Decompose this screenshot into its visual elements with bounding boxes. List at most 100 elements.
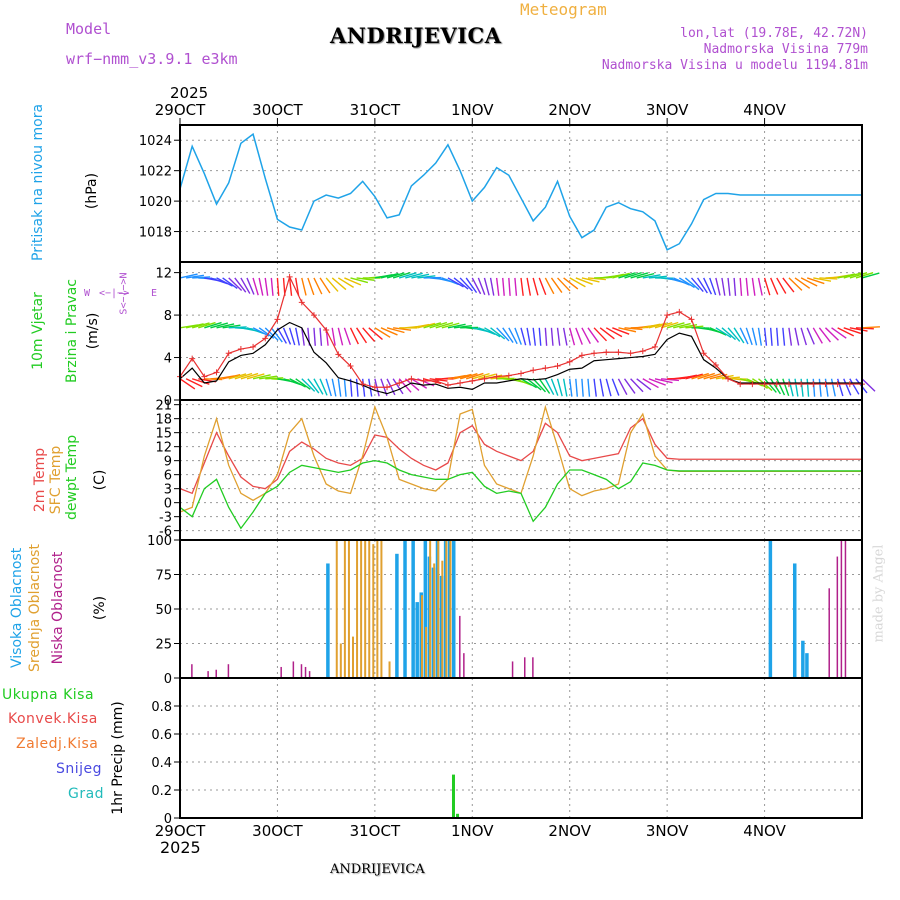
wind-gust-marker xyxy=(591,350,598,357)
wind-gust-marker xyxy=(262,335,269,342)
wind-direction-arrow xyxy=(690,277,704,293)
wind-direction-arrow xyxy=(270,277,274,296)
wind-direction-arrow xyxy=(483,277,490,296)
year-bottom: 2025 xyxy=(160,838,201,857)
wind-direction-arrow xyxy=(362,327,376,342)
wind-direction-arrow xyxy=(684,277,700,291)
cloud-low-bar xyxy=(292,661,295,678)
wind-direction-arrow xyxy=(301,277,307,296)
wind-direction-arrow xyxy=(563,277,579,290)
elevation-text: Nadmorska Visina 779m xyxy=(703,42,868,57)
wind-direction-arrow xyxy=(240,372,259,380)
wind-direction-arrow xyxy=(697,372,715,380)
year-top: 2025 xyxy=(170,84,209,102)
pressure-tick-label: 1024 xyxy=(139,134,172,149)
wind-direction-arrow xyxy=(435,321,454,329)
wind-direction-arrow xyxy=(429,378,448,382)
cloud-high-bar xyxy=(805,653,809,678)
cloud-low-bar xyxy=(532,657,534,678)
cloud-mid-bar xyxy=(372,544,375,678)
wind-direction-arrow xyxy=(599,327,615,340)
wind-direction-arrow xyxy=(636,272,655,279)
wind-gust-marker xyxy=(469,377,476,384)
wind-gust-marker xyxy=(481,375,488,382)
panel-frame xyxy=(179,399,863,541)
wind-direction-arrow xyxy=(252,327,270,337)
wind-gust-marker xyxy=(712,361,719,368)
wind-direction-arrow xyxy=(550,327,554,346)
wind-direction-arrow xyxy=(319,327,323,346)
wind-direction-arrow xyxy=(630,378,644,393)
panel-frame xyxy=(179,124,863,263)
wind-direction-arrow xyxy=(319,378,328,396)
wind-direction-arrow xyxy=(751,277,756,296)
wind-direction-arrow xyxy=(350,277,369,284)
wind-gust-marker xyxy=(298,299,305,306)
cloud-low-bar xyxy=(463,653,465,678)
cloud-high-bar xyxy=(411,540,415,678)
wind-direction-arrow xyxy=(380,327,398,336)
cloud-mid-bar xyxy=(343,540,346,678)
wind-direction-arrow xyxy=(605,327,623,338)
wind-gust-marker xyxy=(664,312,671,319)
cloud-high-bar xyxy=(768,540,773,678)
wind-direction-arrow xyxy=(544,277,555,295)
precip-conv-label: Konvek.Kisa xyxy=(8,711,98,727)
wind-gust-marker xyxy=(785,381,792,388)
wind-direction-arrow xyxy=(490,375,509,380)
wind-direction-arrow xyxy=(782,277,795,293)
cloud-mid-bar xyxy=(356,540,359,678)
wind-gust-marker xyxy=(554,363,561,370)
wind-direction-arrow xyxy=(453,277,469,290)
wind-direction-arrow xyxy=(520,327,527,346)
wind-direction-arrow xyxy=(526,327,531,346)
wind-direction-arrow xyxy=(550,378,559,396)
wind-direction-arrow xyxy=(465,372,484,380)
wind-gust-marker xyxy=(457,380,464,387)
precip-tick-label: 0.6 xyxy=(151,728,172,743)
wind-direction-arrow xyxy=(550,277,563,293)
cloud-tick-label: 0 xyxy=(164,672,172,687)
wind-direction-arrow xyxy=(861,272,880,279)
temp-tick-label: 6 xyxy=(164,469,172,484)
wind-direction-arrow xyxy=(562,327,568,346)
wind-gust-marker xyxy=(420,377,427,384)
wind-direction-arrow xyxy=(313,378,324,395)
wind-direction-arrow xyxy=(258,277,264,296)
wind-direction-arrow xyxy=(447,323,466,329)
wind-direction-arrow xyxy=(234,372,253,380)
wind-direction-arrow xyxy=(745,277,749,296)
wind-direction-arrow xyxy=(685,373,703,380)
bottom-date-label: 31OCT xyxy=(350,822,401,840)
wind-direction-arrow xyxy=(319,277,331,294)
cloud-low-bar xyxy=(836,556,839,678)
wind-tick-label: 0 xyxy=(164,394,172,409)
wind-direction-arrow xyxy=(478,327,496,335)
wind-direction-arrow xyxy=(520,277,524,296)
wind-gust-marker xyxy=(444,382,451,389)
wind-direction-arrow xyxy=(393,327,412,331)
bottom-date-label: 4NOV xyxy=(743,822,786,840)
wind-direction-arrow xyxy=(794,327,800,346)
wind-gust-marker xyxy=(749,381,756,388)
wind-direction-arrow xyxy=(806,378,810,397)
wind-gust-marker xyxy=(371,384,378,391)
wind-direction-arrow xyxy=(849,327,868,332)
precip-total-bar xyxy=(451,774,455,818)
wind-direction-arrow xyxy=(495,277,500,296)
wind-direction-arrow xyxy=(264,327,279,341)
cloud-low-bar xyxy=(828,588,830,678)
wind-direction-arrow xyxy=(411,273,430,279)
wind-direction-arrow xyxy=(325,277,339,292)
wind-direction-arrow xyxy=(745,327,753,346)
wind-direction-arrow xyxy=(562,378,568,397)
top-date-label: 4NOV xyxy=(743,101,786,119)
temp-tick-label: 9 xyxy=(164,455,172,470)
wind-gust-marker xyxy=(505,372,512,379)
cloud-low-bar xyxy=(844,540,847,678)
cloud-tick-label: 25 xyxy=(155,638,172,653)
wind-direction-arrow xyxy=(538,277,547,295)
wind-direction-arrow xyxy=(715,374,734,380)
station-title: ANDRIJEVICA xyxy=(330,23,502,48)
